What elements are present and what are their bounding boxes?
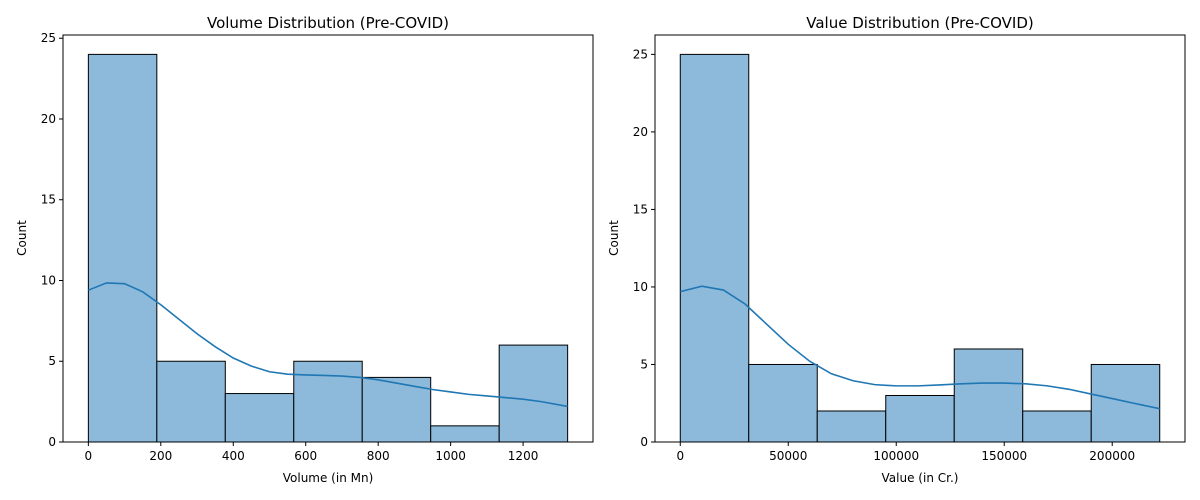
x-tick-label: 1200 [508,449,539,463]
x-axis-label: Volume (in Mn) [283,471,374,485]
histogram-bar [361,376,432,443]
volume-histogram: Volume Distribution (Pre-COVID) Volume (… [15,14,594,485]
histogram-bar [885,394,955,443]
y-axis-label: Count [15,220,29,256]
plot-frame [62,34,594,443]
histogram-bar [498,344,569,443]
x-tick-label: 0 [85,449,93,463]
chart-title: Volume Distribution (Pre-COVID) [207,14,449,32]
value-histogram: Value Distribution (Pre-COVID) Value (in… [607,14,1186,485]
x-tick-label: 100000 [873,449,919,463]
x-tick-label: 400 [222,449,245,463]
x-tick-label: 200 [149,449,172,463]
histogram-bar [953,348,1024,443]
plot-frame [654,34,1186,443]
histogram-bar [224,393,295,443]
kde-line [680,285,1160,410]
x-axis-label: Value (in Cr.) [882,471,959,485]
y-tick-label: 15 [41,193,56,207]
histogram-bar [293,360,363,443]
histogram-bar [679,53,750,443]
y-tick-label: 5 [48,354,56,368]
y-tick-label: 20 [41,112,56,126]
histogram-bar [748,363,818,443]
histogram-bar [87,53,158,443]
x-tick-label: 600 [294,449,317,463]
y-tick-label: 25 [633,47,648,61]
histogram-bar [1022,410,1092,443]
histogram-bar [1090,363,1161,443]
y-tick-label: 0 [640,435,648,449]
histogram-bar [156,360,226,443]
y-tick-label: 25 [41,31,56,45]
kde-line [88,282,568,408]
y-tick-label: 10 [41,273,56,287]
x-tick-label: 200000 [1089,449,1135,463]
histogram-bar [430,425,500,443]
x-tick-label: 800 [367,449,390,463]
histogram-bar [816,410,887,443]
chart-title: Value Distribution (Pre-COVID) [806,14,1033,32]
y-tick-label: 10 [633,280,648,294]
x-tick-label: 0 [676,449,684,463]
x-tick-label: 50000 [769,449,807,463]
y-axis-label: Count [607,220,621,256]
y-tick-label: 15 [633,202,648,216]
y-tick-label: 0 [48,435,56,449]
x-tick-label: 150000 [981,449,1027,463]
y-tick-label: 5 [640,357,648,371]
y-tick-label: 20 [633,125,648,139]
x-tick-label: 1000 [435,449,466,463]
